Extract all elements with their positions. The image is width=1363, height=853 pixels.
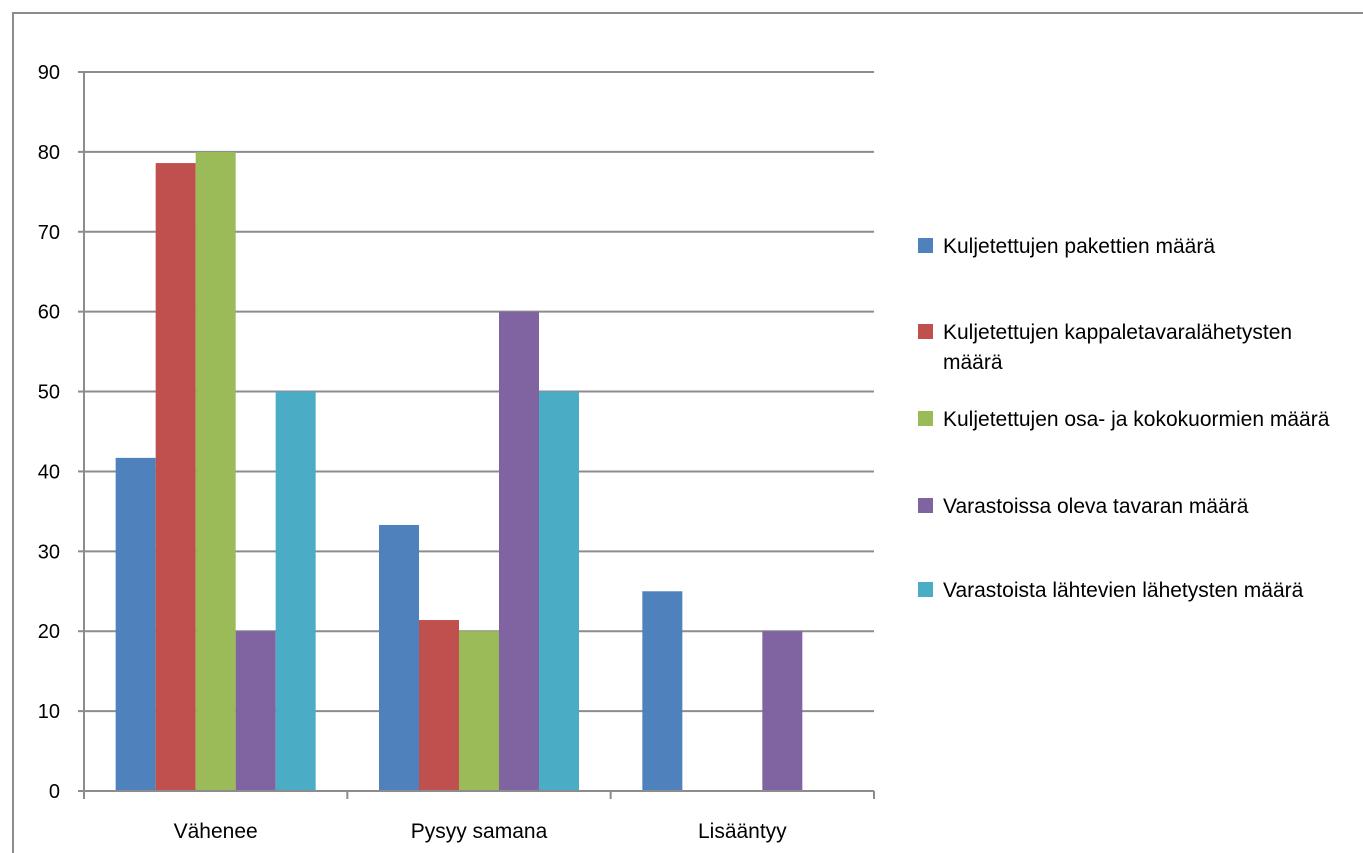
y-tick-label: 20 xyxy=(38,621,60,643)
legend-swatch xyxy=(918,324,933,339)
legend-swatch xyxy=(918,582,933,597)
bar xyxy=(275,391,316,791)
legend-swatch xyxy=(918,411,933,426)
bar xyxy=(459,631,499,791)
axes xyxy=(78,71,875,799)
legend-label: Varastoissa oleva tavaran määrä xyxy=(943,495,1249,518)
y-tick-label: 70 xyxy=(38,222,60,244)
bar xyxy=(642,591,683,791)
legend-item: Kuljetettujen osa- ja kokokuormien määrä xyxy=(918,405,1353,435)
x-tick-label: Vähenee xyxy=(174,820,258,843)
y-tick-label: 90 xyxy=(38,62,60,84)
y-tick-label: 80 xyxy=(38,142,60,164)
y-tick-label: 60 xyxy=(38,302,60,324)
bars xyxy=(115,151,803,791)
axis-labels: 0 10 20 30 40 50 60 70 80 90 Vähenee Pysyy samana Li… xyxy=(38,62,787,843)
x-tick-label: Pysyy samana xyxy=(411,820,548,843)
x-tick-label: Lisääntyy xyxy=(698,820,787,843)
legend-item: Varastoista lähtevien lähetysten määrä xyxy=(918,576,1353,606)
legend-label: Kuljetettujen kappaletavaralähetysten mä… xyxy=(943,321,1293,374)
y-tick-label: 0 xyxy=(49,781,60,803)
bar xyxy=(195,151,236,791)
chart-frame xyxy=(12,12,1363,853)
bar xyxy=(762,631,803,791)
bar xyxy=(115,457,156,791)
bar xyxy=(379,524,419,791)
y-tick-label: 10 xyxy=(38,701,60,723)
y-tick-label: 40 xyxy=(38,461,60,483)
bar xyxy=(539,391,579,791)
y-tick-label: 30 xyxy=(38,541,60,563)
bar xyxy=(155,163,196,791)
bar xyxy=(235,631,276,791)
bar xyxy=(419,620,459,791)
y-tick-label: 50 xyxy=(38,382,60,404)
legend-swatch xyxy=(918,238,933,253)
legend-item: Kuljetettujen pakettien määrä xyxy=(918,232,1353,262)
legend-item: Varastoissa oleva tavaran määrä xyxy=(918,492,1353,522)
legend-swatch xyxy=(918,498,933,513)
legend-label: Kuljetettujen osa- ja kokokuormien määrä xyxy=(943,408,1330,431)
legend-label: Kuljetettujen pakettien määrä xyxy=(943,235,1216,258)
legend-item: Kuljetettujen kappaletavaralähetysten mä… xyxy=(918,318,1353,378)
legend-label: Varastoista lähtevien lähetysten määrä xyxy=(943,579,1304,602)
bar xyxy=(499,311,539,791)
